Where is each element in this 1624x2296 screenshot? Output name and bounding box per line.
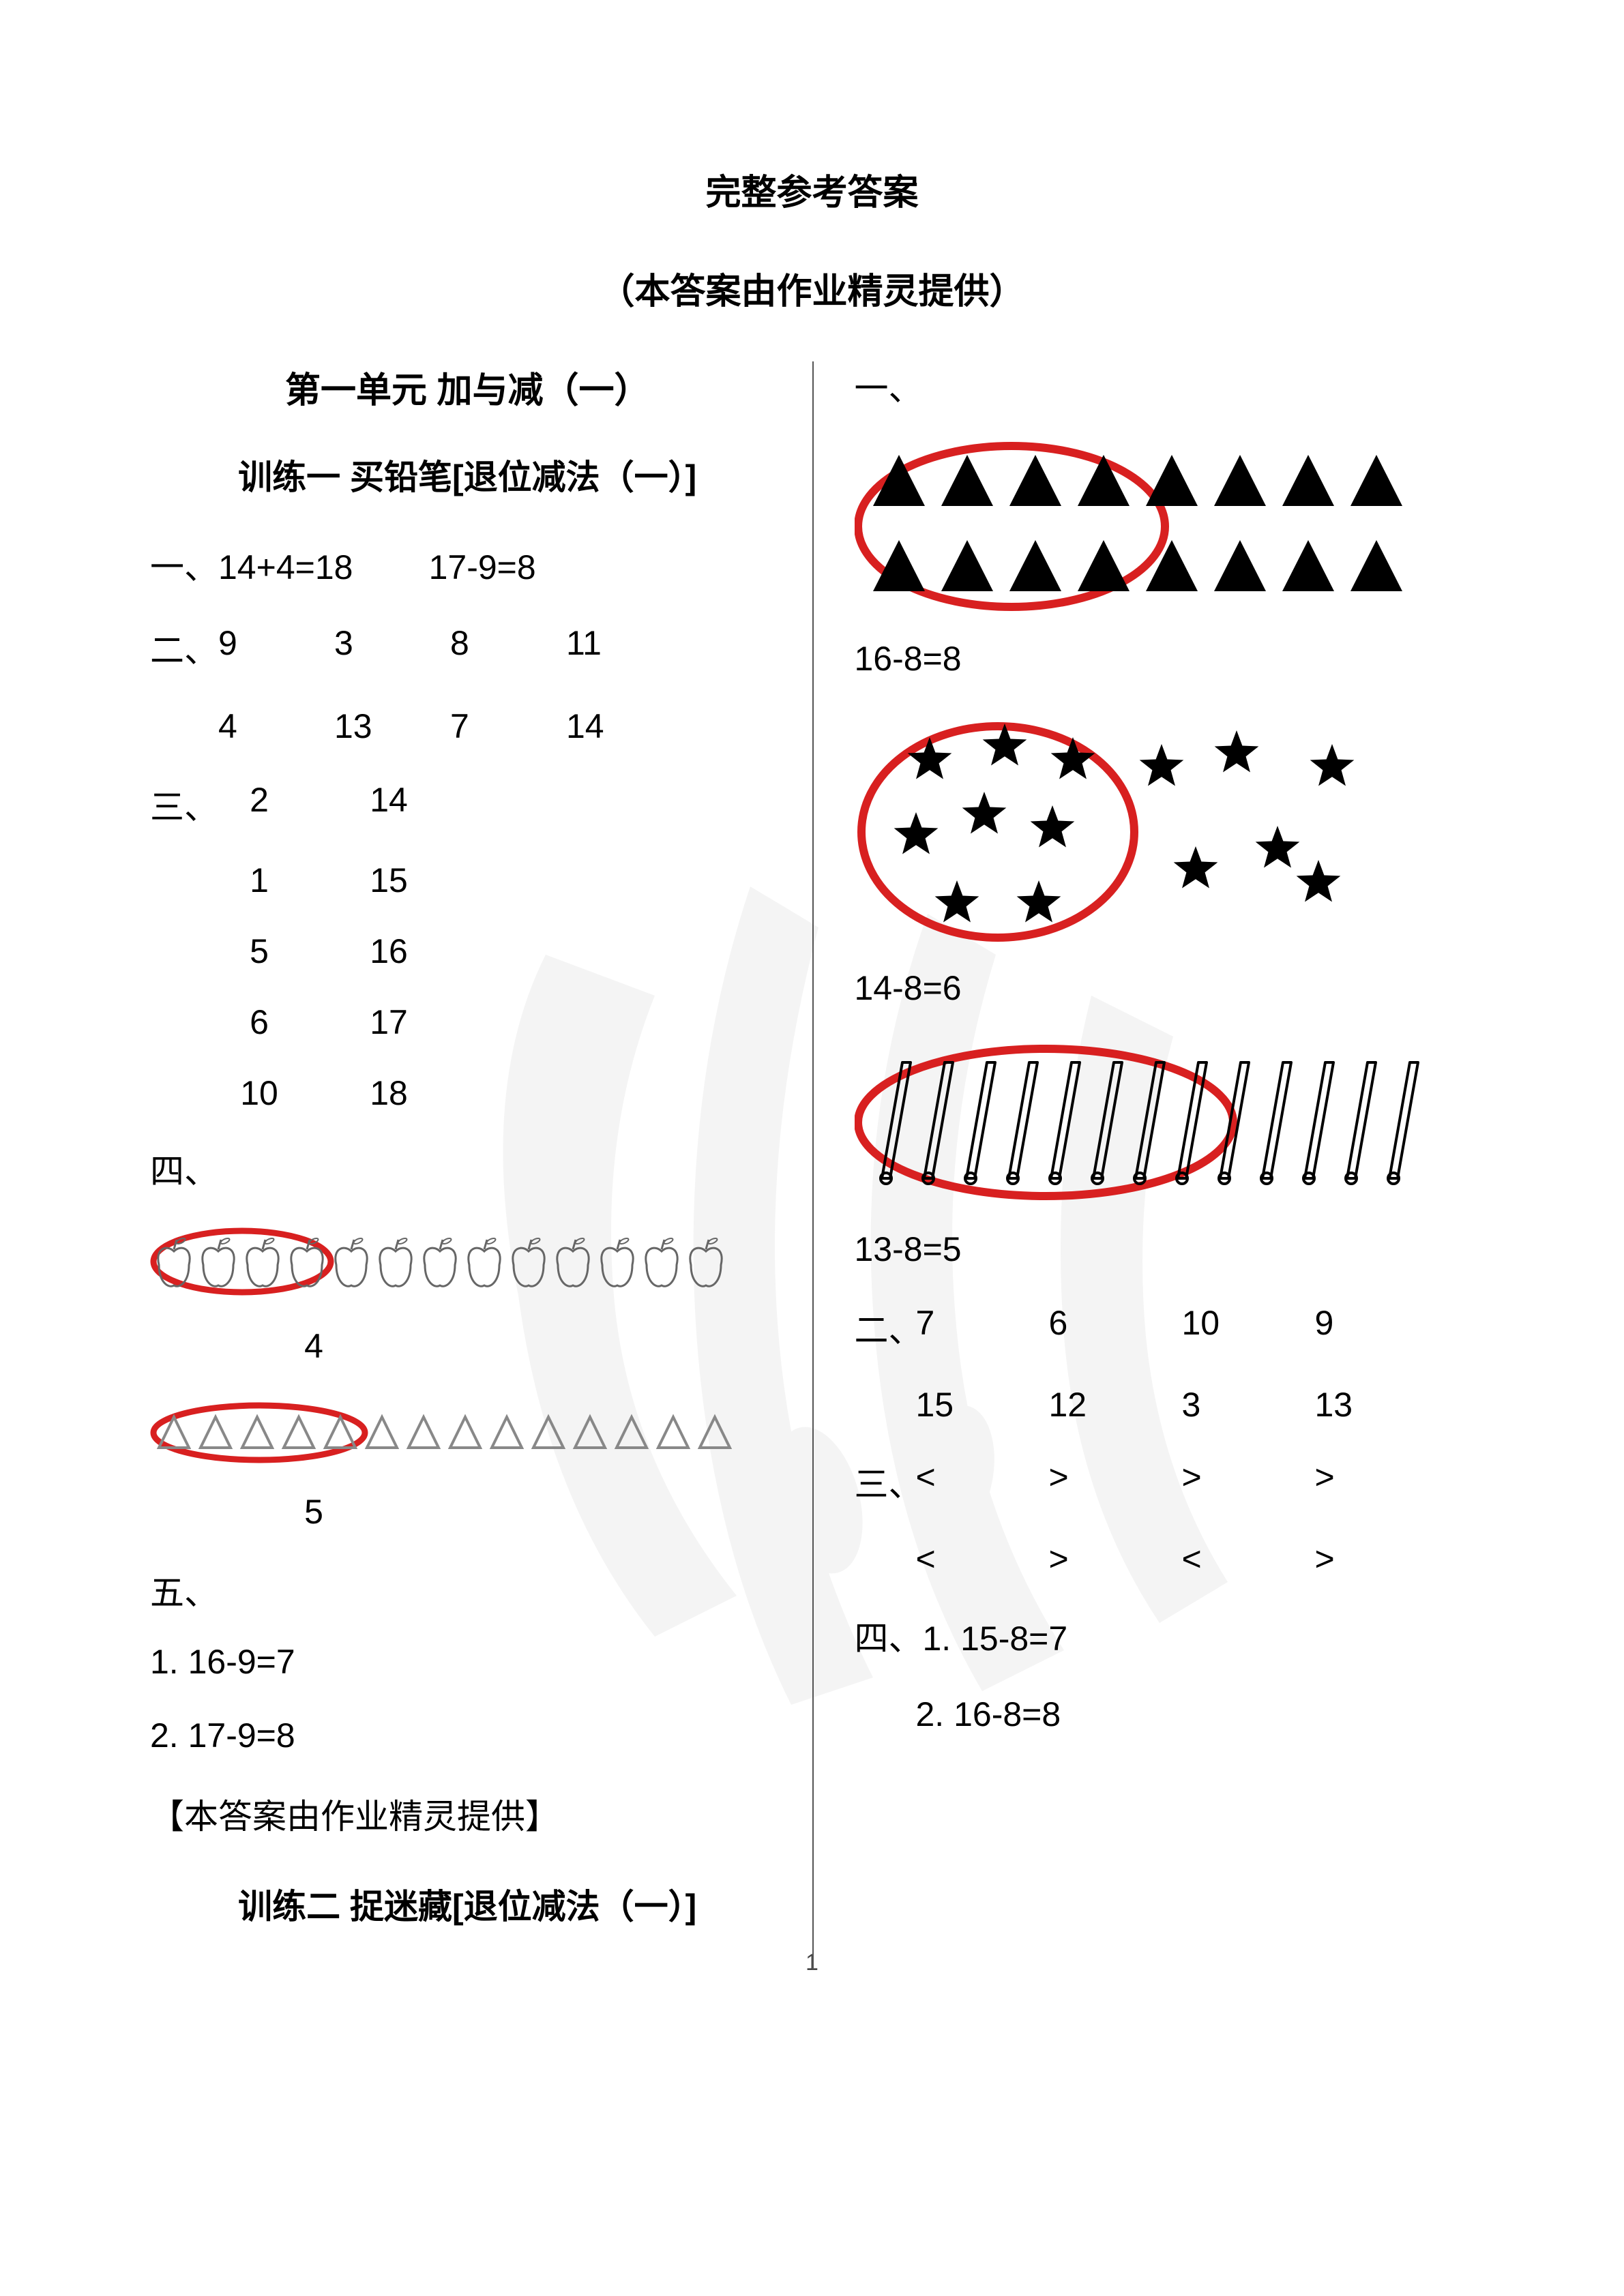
cell: > xyxy=(1049,1539,1182,1579)
section-5-label: 五、 xyxy=(150,1566,785,1615)
training-1-title: 训练一 买铅笔[退位减法（一）] xyxy=(150,450,785,499)
right-section-3-row-2: < > < > xyxy=(855,1539,1475,1579)
figure-apples-caption: 4 xyxy=(150,1326,477,1366)
right-section-2-row-1: 二、 7 6 10 9 xyxy=(855,1303,1475,1352)
cell: 14 xyxy=(566,706,682,746)
cell: < xyxy=(916,1539,1049,1579)
cell: 11 xyxy=(566,623,682,672)
section-1: 一、14+4=18 17-9=8 xyxy=(150,540,785,589)
figure-sticks-caption: 13-8=5 xyxy=(855,1229,1475,1269)
cell: 8 xyxy=(450,623,566,672)
cell: < xyxy=(916,1457,1049,1506)
cell: 9 xyxy=(1315,1303,1448,1352)
section-3-row: 三、 2 14 xyxy=(150,780,785,829)
cell: > xyxy=(1182,1457,1315,1506)
section-3-label: 三、 xyxy=(150,780,218,829)
cell: 6 xyxy=(1049,1303,1182,1352)
cell: 13 xyxy=(334,706,450,746)
cell: 18 xyxy=(300,1073,477,1113)
section-2-row-1: 二、 9 3 8 11 xyxy=(150,623,785,672)
cell: 15 xyxy=(300,861,477,900)
cell: 10 xyxy=(1182,1303,1315,1352)
left-column: 第一单元 加与减（一） 训练一 买铅笔[退位减法（一）] 一、14+4=18 1… xyxy=(150,361,812,1969)
main-title: 完整参考答案 xyxy=(150,164,1474,215)
cell: 13 xyxy=(1315,1385,1448,1425)
cell: 14 xyxy=(300,780,477,829)
right-column: 一、 16-8=8 14-8=6 xyxy=(812,361,1475,1969)
right-section-3-label: 三、 xyxy=(855,1457,916,1506)
figure-stars-caption: 14-8=6 xyxy=(855,968,1475,1008)
cell: 5 xyxy=(218,931,300,971)
cell: > xyxy=(1315,1539,1448,1579)
cell: > xyxy=(1315,1457,1448,1506)
right-section-1-label: 一、 xyxy=(855,361,1475,411)
eq: 1. 15-8=7 xyxy=(923,1620,1068,1658)
cell: 2 xyxy=(218,780,300,829)
figure-stars xyxy=(855,713,1475,948)
cell: 4 xyxy=(218,706,334,746)
cell: > xyxy=(1049,1457,1182,1506)
figure-triangles-small-caption: 5 xyxy=(150,1492,477,1532)
cell: 3 xyxy=(334,623,450,672)
section-3-row: 5 16 xyxy=(150,931,785,971)
section-4-label: 四、 xyxy=(150,1144,785,1193)
cell: 6 xyxy=(218,1002,300,1042)
cell: 7 xyxy=(916,1303,1049,1352)
cell: 15 xyxy=(916,1385,1049,1425)
unit-title: 第一单元 加与减（一） xyxy=(150,361,785,413)
figure-sticks xyxy=(855,1042,1475,1209)
section-3-row: 10 18 xyxy=(150,1073,785,1113)
provider-note: 【本答案由作业精灵提供】 xyxy=(150,1789,785,1838)
cell: 12 xyxy=(1049,1385,1182,1425)
cell: 16 xyxy=(300,931,477,971)
right-section-4-item-2: 2. 16-8=8 xyxy=(855,1695,1475,1734)
cell: < xyxy=(1182,1539,1315,1579)
figure-triangles-small xyxy=(150,1400,785,1472)
eq-1: 14+4=18 xyxy=(218,548,353,586)
right-section-3-row-1: 三、 < > > > xyxy=(855,1457,1475,1506)
right-section-4-item-1: 四、1. 15-8=7 xyxy=(855,1611,1475,1660)
section-3-row: 6 17 xyxy=(150,1002,785,1042)
cell: 10 xyxy=(218,1073,300,1113)
cell: 1 xyxy=(218,861,300,900)
sub-title: （本答案由作业精灵提供） xyxy=(150,263,1474,314)
training-2-title: 训练二 捉迷藏[退位减法（一）] xyxy=(150,1879,785,1928)
section-2-label: 二、 xyxy=(150,623,218,672)
cell: 9 xyxy=(218,623,334,672)
section-5-item-2: 2. 17-9=8 xyxy=(150,1716,785,1755)
eq-2: 17-9=8 xyxy=(429,548,536,586)
section-5-item-1: 1. 16-9=7 xyxy=(150,1642,785,1682)
figure-big-triangles-caption: 16-8=8 xyxy=(855,639,1475,679)
cell: 17 xyxy=(300,1002,477,1042)
section-1-label: 一、 xyxy=(150,548,218,586)
right-section-2-row-2: 15 12 3 13 xyxy=(855,1385,1475,1425)
figure-big-triangles xyxy=(855,438,1475,618)
figure-apples xyxy=(150,1221,785,1306)
right-section-4-label: 四、 xyxy=(855,1620,923,1658)
cell: 3 xyxy=(1182,1385,1315,1425)
right-section-2-label: 二、 xyxy=(855,1303,916,1352)
cell: 7 xyxy=(450,706,566,746)
section-3-row: 1 15 xyxy=(150,861,785,900)
section-2-row-2: 4 13 7 14 xyxy=(150,706,785,746)
